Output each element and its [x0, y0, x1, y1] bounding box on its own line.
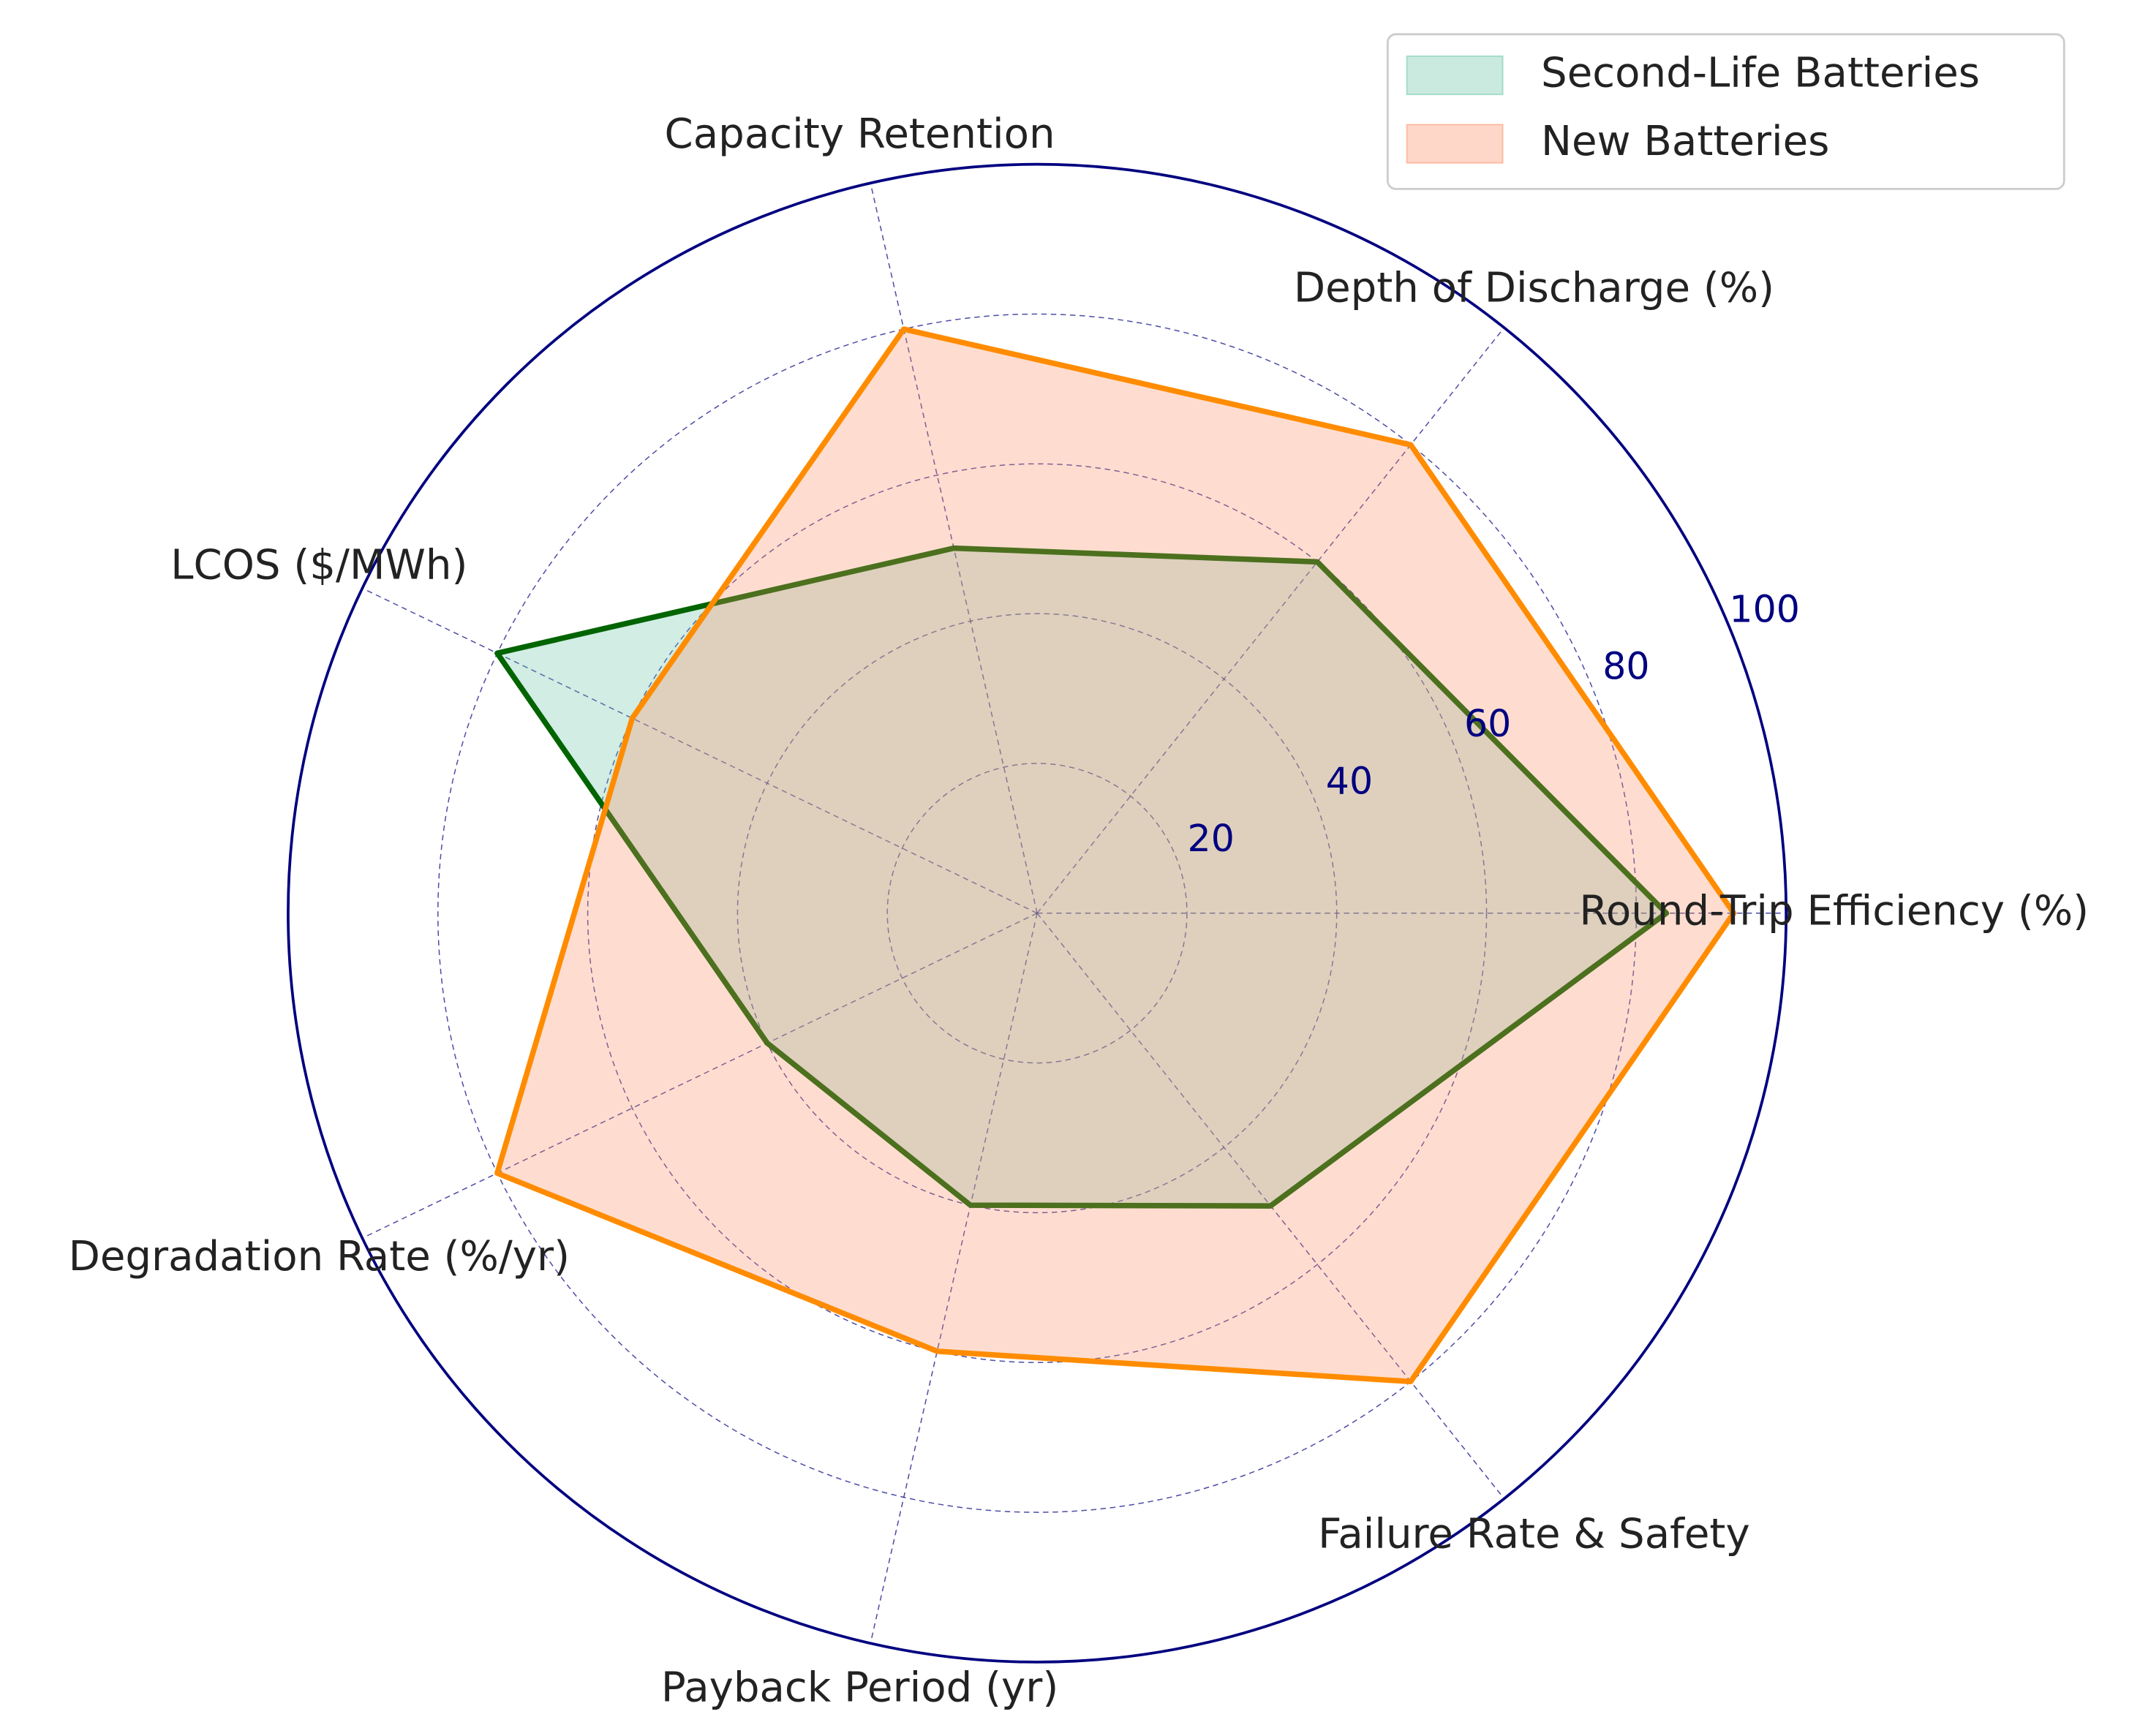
series-area	[497, 329, 1734, 1382]
legend-swatch	[1406, 55, 1504, 96]
r-tick-label: 100	[1729, 587, 1799, 630]
spoke	[362, 913, 1038, 1239]
r-tick-label: 60	[1464, 702, 1511, 745]
category-label: Depth of Discharge (%)	[1294, 264, 1774, 312]
outer-spine	[287, 162, 1788, 1664]
series-line	[494, 545, 1670, 1209]
spoke	[870, 913, 1038, 1644]
grid-ring	[886, 763, 1188, 1064]
spoke	[362, 587, 1038, 914]
spoke	[1036, 327, 1505, 914]
category-label: Failure Rate & Safety	[1318, 1510, 1750, 1558]
category-label: Round-Trip Efficiency (%)	[1579, 887, 2089, 935]
grid-ring	[587, 463, 1488, 1364]
legend-label: New Batteries	[1541, 118, 1829, 165]
category-label: LCOS ($/MWh)	[170, 542, 467, 589]
r-tick-label: 20	[1188, 817, 1235, 860]
legend-swatch	[1406, 124, 1504, 164]
category-label: Payback Period (yr)	[661, 1664, 1058, 1712]
category-label: Capacity Retention	[665, 110, 1055, 158]
r-tick-label: 80	[1602, 645, 1649, 688]
legend-label: Second-Life Batteries	[1541, 50, 1980, 97]
legend-frame	[1386, 33, 2065, 190]
legend: Second-Life Batteries New Batteries	[1386, 33, 2065, 190]
series-area	[497, 548, 1667, 1207]
r-tick-label: 40	[1326, 759, 1373, 802]
series-line	[494, 326, 1737, 1385]
category-label: Degradation Rate (%/yr)	[69, 1233, 570, 1280]
